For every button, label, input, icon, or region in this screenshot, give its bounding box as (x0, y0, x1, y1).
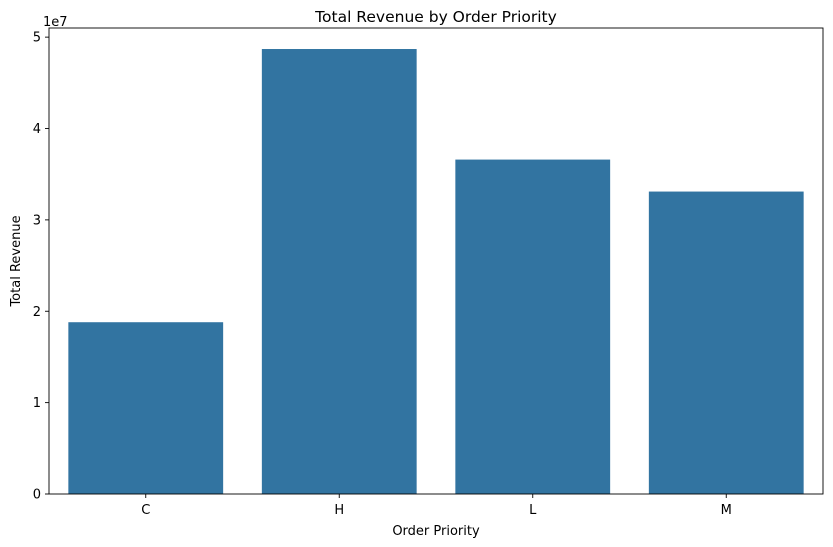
x-axis-label: Order Priority (392, 524, 480, 539)
x-tick-label: M (721, 503, 732, 518)
bar-C (68, 322, 224, 494)
bar-M (648, 191, 804, 494)
plot-frame (48, 27, 824, 495)
y-axis-label: Total Revenue (9, 215, 24, 307)
x-tick-label: L (529, 503, 537, 518)
y-axis-ticks: 0 1 2 3 4 5 (33, 31, 49, 503)
x-tick-label: H (334, 503, 344, 518)
y-tick-label: 2 (33, 305, 41, 320)
y-axis-offset-label: 1e7 (43, 15, 68, 30)
x-tick-label: C (141, 503, 150, 518)
y-tick-label: 5 (33, 31, 41, 46)
y-tick-label: 0 (33, 488, 41, 503)
y-tick-label: 3 (33, 213, 41, 228)
y-tick-label: 4 (33, 122, 41, 137)
bar-H (261, 49, 417, 494)
y-tick-label: 1 (33, 396, 41, 411)
chart-title: Total Revenue by Order Priority (314, 8, 557, 26)
bars-group (68, 49, 804, 494)
bar-L (455, 159, 611, 494)
